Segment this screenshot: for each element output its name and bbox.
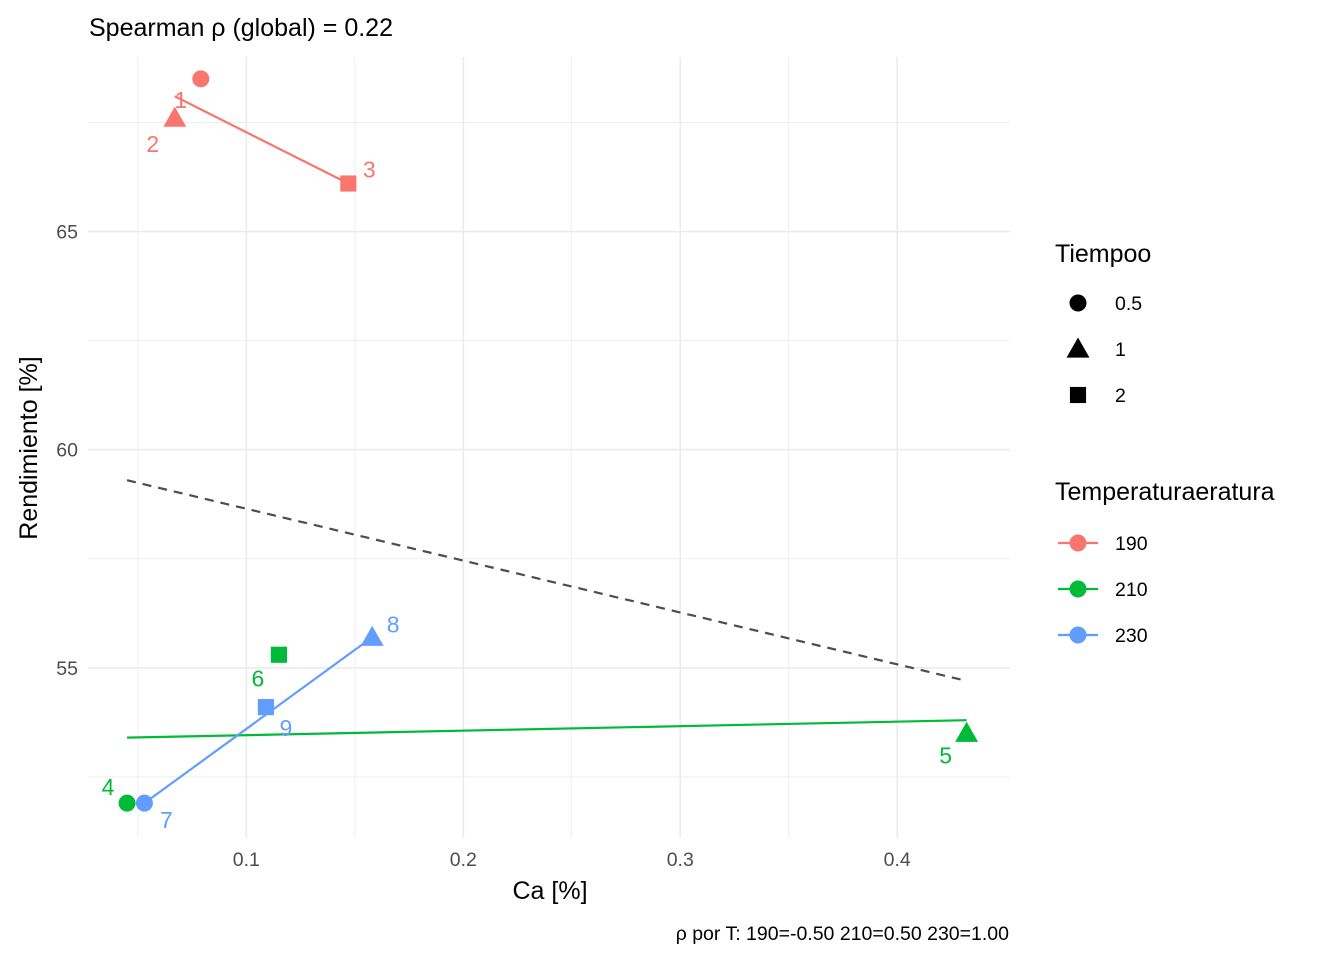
series-190-trend-line: [174, 95, 349, 185]
legend-title-tiempo: Tiempoo: [1055, 240, 1151, 268]
data-label-1: 1: [174, 87, 187, 113]
plot-area: 12 3 4 5 6 7 8 9: [88, 57, 1010, 838]
legend-key-point: [1069, 626, 1087, 644]
legend-label: 1: [1115, 339, 1126, 361]
y-tick-label: 65: [56, 222, 78, 244]
y-tick-label: 60: [56, 440, 78, 462]
data-point-4: [118, 794, 136, 812]
data-label-8: 8: [387, 611, 400, 637]
data-point-9: [257, 699, 274, 716]
legend-key-point: [1069, 580, 1087, 598]
global-trend-line: [126, 479, 967, 682]
data-point-5: [955, 721, 979, 742]
legend: Tiempoo 0.5 1 2 Temperaturaeratura 190 210 230: [1055, 240, 1275, 647]
data-label-2: 2: [146, 131, 159, 157]
data-point-1: [192, 70, 210, 88]
x-tick-label: 0.2: [450, 849, 477, 871]
x-tick-label: 0.4: [884, 849, 911, 871]
data-point-3: [340, 175, 357, 192]
data-label-6: 6: [252, 666, 265, 692]
legend-label: 0.5: [1115, 293, 1142, 315]
x-tick-label: 0.1: [233, 849, 260, 871]
legend-label: 210: [1115, 579, 1148, 601]
series-230-trend-line: [143, 636, 373, 804]
legend-key-circle: [1069, 294, 1087, 312]
data-label-7: 7: [160, 807, 173, 833]
x-tick-label: 0.3: [667, 849, 694, 871]
legend-key-square: [1069, 386, 1087, 404]
data-label-4: 4: [102, 774, 115, 800]
data-label-9: 9: [279, 715, 292, 741]
caption: ρ por T: 190=-0.50 210=0.50 230=1.00: [676, 923, 1009, 945]
y-axis-ticks: 55 60 65: [56, 222, 78, 680]
y-tick-label: 55: [56, 658, 78, 680]
series-210-trend-line: [127, 719, 967, 739]
legend-label: 230: [1115, 625, 1148, 647]
chart-title: Spearman ρ (global) = 0.22: [89, 14, 393, 42]
x-axis-ticks: 0.1 0.2 0.3 0.4: [233, 849, 911, 871]
y-axis-title: Rendimiento [%]: [15, 356, 43, 539]
data-point-2: [163, 106, 187, 127]
legend-title-temperatura: Temperaturaeratura: [1055, 478, 1275, 506]
data-point-8: [360, 625, 384, 646]
data-label-3: 3: [363, 157, 376, 183]
x-axis-title: Ca [%]: [512, 877, 587, 905]
legend-key-triangle: [1066, 337, 1090, 358]
data-label-5: 5: [939, 742, 952, 768]
legend-label: 190: [1115, 533, 1148, 555]
legend-label: 2: [1115, 385, 1126, 407]
data-point-6: [270, 646, 287, 663]
data-point-7: [135, 794, 153, 812]
legend-key-point: [1069, 534, 1087, 552]
